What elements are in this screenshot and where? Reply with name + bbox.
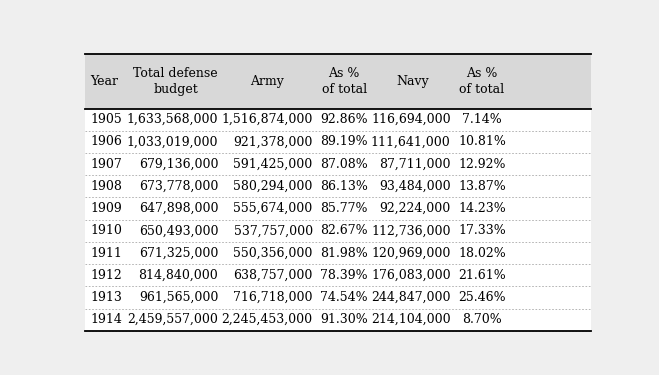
Text: 537,757,000: 537,757,000 (233, 224, 313, 237)
Text: 671,325,000: 671,325,000 (139, 246, 218, 259)
Text: 111,641,000: 111,641,000 (371, 135, 451, 148)
Text: 1911: 1911 (90, 246, 123, 259)
Text: 116,694,000: 116,694,000 (371, 113, 451, 126)
Text: 7.14%: 7.14% (462, 113, 502, 126)
FancyBboxPatch shape (85, 54, 590, 108)
Text: 1913: 1913 (90, 291, 123, 304)
FancyBboxPatch shape (85, 198, 590, 220)
Text: 10.81%: 10.81% (458, 135, 506, 148)
Text: 17.33%: 17.33% (458, 224, 506, 237)
Text: 25.46%: 25.46% (458, 291, 506, 304)
Text: 18.02%: 18.02% (458, 246, 506, 259)
Text: 91.30%: 91.30% (320, 313, 368, 326)
Text: 1914: 1914 (90, 313, 123, 326)
Text: 214,104,000: 214,104,000 (371, 313, 451, 326)
Text: 8.70%: 8.70% (462, 313, 502, 326)
Text: 1912: 1912 (90, 269, 123, 282)
Text: 1905: 1905 (90, 113, 123, 126)
Text: 638,757,000: 638,757,000 (233, 269, 313, 282)
Text: As %
of total: As % of total (459, 67, 505, 96)
Text: 1910: 1910 (90, 224, 123, 237)
Text: 1,033,019,000: 1,033,019,000 (127, 135, 218, 148)
Text: Total defense
budget: Total defense budget (133, 67, 218, 96)
Text: 13.87%: 13.87% (458, 180, 506, 193)
Text: 176,083,000: 176,083,000 (371, 269, 451, 282)
FancyBboxPatch shape (85, 309, 590, 331)
Text: 1907: 1907 (90, 158, 123, 171)
Text: 555,674,000: 555,674,000 (233, 202, 313, 215)
Text: 92,224,000: 92,224,000 (380, 202, 451, 215)
Text: Year: Year (90, 75, 119, 88)
FancyBboxPatch shape (85, 153, 590, 175)
Text: 716,718,000: 716,718,000 (233, 291, 313, 304)
FancyBboxPatch shape (85, 286, 590, 309)
Text: 1,516,874,000: 1,516,874,000 (221, 113, 313, 126)
Text: 21.61%: 21.61% (458, 269, 506, 282)
Text: 650,493,000: 650,493,000 (139, 224, 218, 237)
Text: As %
of total: As % of total (322, 67, 366, 96)
FancyBboxPatch shape (85, 242, 590, 264)
Text: 814,840,000: 814,840,000 (138, 269, 218, 282)
Text: 12.92%: 12.92% (458, 158, 505, 171)
Text: 921,378,000: 921,378,000 (233, 135, 313, 148)
Text: 961,565,000: 961,565,000 (139, 291, 218, 304)
FancyBboxPatch shape (85, 108, 590, 131)
Text: 78.39%: 78.39% (320, 269, 368, 282)
Text: 1909: 1909 (90, 202, 123, 215)
Text: 93,484,000: 93,484,000 (379, 180, 451, 193)
Text: 14.23%: 14.23% (458, 202, 506, 215)
Text: 82.67%: 82.67% (320, 224, 368, 237)
Text: 673,778,000: 673,778,000 (139, 180, 218, 193)
Text: 87.08%: 87.08% (320, 158, 368, 171)
Text: Army: Army (250, 75, 285, 88)
Text: 1906: 1906 (90, 135, 123, 148)
Text: 244,847,000: 244,847,000 (371, 291, 451, 304)
Text: 591,425,000: 591,425,000 (233, 158, 313, 171)
FancyBboxPatch shape (85, 131, 590, 153)
Text: 81.98%: 81.98% (320, 246, 368, 259)
Text: 89.19%: 89.19% (320, 135, 368, 148)
Text: 647,898,000: 647,898,000 (139, 202, 218, 215)
FancyBboxPatch shape (85, 264, 590, 286)
Text: 550,356,000: 550,356,000 (233, 246, 313, 259)
Text: 2,245,453,000: 2,245,453,000 (221, 313, 313, 326)
Text: 1,633,568,000: 1,633,568,000 (127, 113, 218, 126)
Text: 580,294,000: 580,294,000 (233, 180, 313, 193)
Text: 112,736,000: 112,736,000 (371, 224, 451, 237)
Text: 1908: 1908 (90, 180, 123, 193)
Text: 2,459,557,000: 2,459,557,000 (127, 313, 218, 326)
Text: 85.77%: 85.77% (320, 202, 368, 215)
FancyBboxPatch shape (85, 175, 590, 198)
Text: 86.13%: 86.13% (320, 180, 368, 193)
Text: 74.54%: 74.54% (320, 291, 368, 304)
Text: 679,136,000: 679,136,000 (139, 158, 218, 171)
Text: Navy: Navy (397, 75, 430, 88)
FancyBboxPatch shape (85, 220, 590, 242)
Text: 87,711,000: 87,711,000 (379, 158, 451, 171)
Text: 92.86%: 92.86% (320, 113, 368, 126)
Text: 120,969,000: 120,969,000 (371, 246, 451, 259)
